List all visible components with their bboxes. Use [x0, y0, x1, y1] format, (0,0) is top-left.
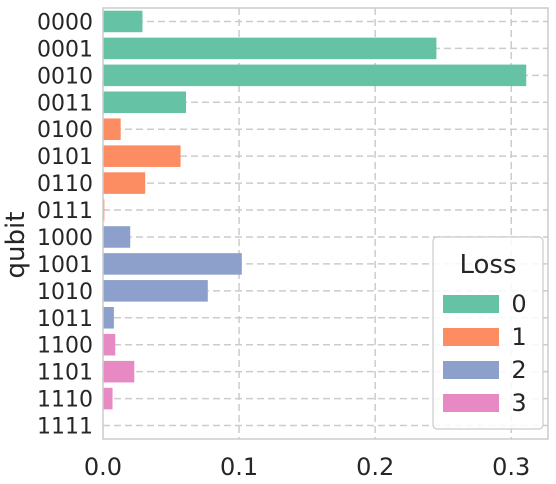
axes-frame: [102, 7, 549, 440]
bar-0000: [103, 10, 143, 33]
x-tick-label: 0.1: [220, 453, 258, 481]
y-tick-label: 0000: [37, 10, 93, 35]
y-tick-label: 1000: [37, 226, 93, 251]
y-tick-label: 0101: [37, 145, 93, 170]
bar-0011: [103, 91, 187, 114]
legend-title: Loss: [459, 250, 516, 280]
y-tick-label: 1100: [37, 334, 93, 359]
bar-0001: [103, 37, 437, 60]
y-tick-label: 0001: [37, 37, 93, 62]
y-tick-labels: 0000000100100011010001010110011110001001…: [37, 10, 93, 439]
legend: Loss 0 1 2 3: [432, 236, 544, 430]
legend-label-3: 3: [511, 389, 526, 417]
bar-1010: [103, 280, 208, 302]
bar-1101: [103, 360, 135, 383]
x-tick-label: 0.0: [84, 453, 122, 481]
y-tick-label: 1111: [37, 415, 93, 440]
x-tick-label: 0.2: [356, 453, 394, 481]
bar-0110: [103, 172, 146, 194]
legend-swatch-3: [443, 394, 499, 412]
legend-swatch-2: [443, 361, 499, 379]
bar-0101: [103, 145, 181, 167]
y-tick-label: 1011: [37, 307, 93, 332]
legend-label-0: 0: [511, 290, 526, 318]
legend-swatch-1: [443, 328, 499, 346]
y-tick-label: 1010: [37, 280, 93, 305]
y-tick-label: 1101: [37, 361, 93, 386]
bar-1110: [103, 387, 113, 410]
y-tick-label: 1001: [37, 253, 93, 278]
legend-label-1: 1: [511, 323, 526, 351]
y-tick-label: 0010: [37, 64, 93, 89]
x-tick-label: 0.3: [492, 453, 530, 481]
x-tick-labels: 0.0 0.1 0.2 0.3: [84, 453, 530, 481]
bar-1001: [103, 253, 242, 275]
y-tick-label: 0100: [37, 118, 93, 143]
y-tick-label: 0110: [37, 172, 93, 197]
y-tick-label: 0011: [37, 91, 93, 116]
y-axis-label: qubit: [1, 212, 31, 279]
legend-swatch-0: [443, 295, 499, 313]
y-tick-label: 1110: [37, 388, 93, 413]
bars: [103, 10, 527, 410]
bar-1100: [103, 333, 116, 356]
bar-0100: [103, 118, 121, 140]
bar-1011: [103, 307, 114, 329]
legend-label-2: 2: [511, 356, 526, 384]
bar-1000: [103, 226, 131, 248]
bar-0010: [103, 64, 527, 87]
y-tick-label: 0111: [37, 199, 93, 224]
